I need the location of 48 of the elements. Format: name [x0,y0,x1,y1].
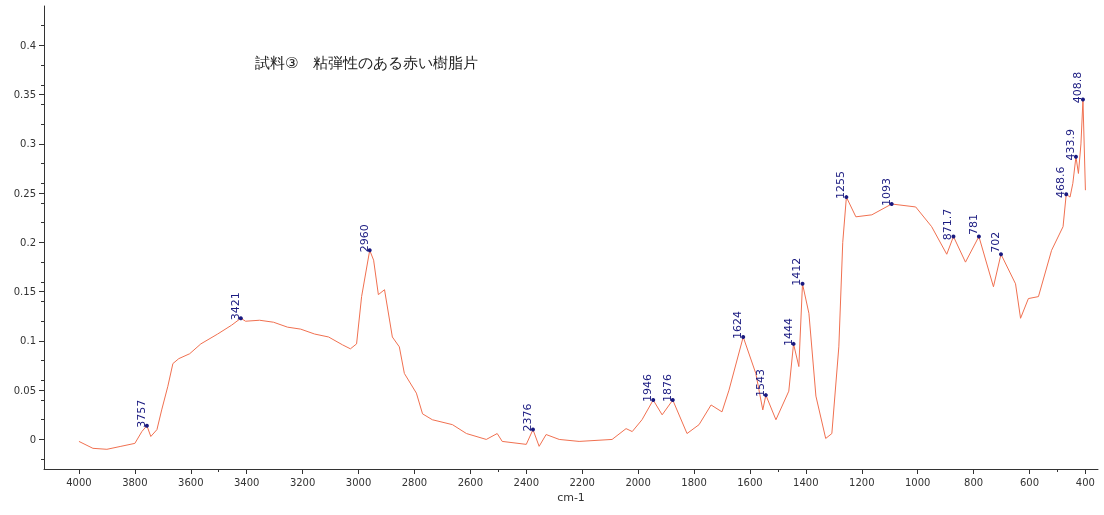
x-tick-label: 2400 [513,476,539,488]
annotation: 1093 [879,178,893,207]
annotation: 2960 [357,224,371,253]
x-tick-label: 800 [964,476,984,488]
x-tick-label: 3200 [289,476,316,488]
x-axis-title: cm-1 [557,490,585,504]
x-tick-label: 1000 [904,476,931,488]
y-tick-label: 0.15 [13,286,36,298]
x-tick-label: 1200 [849,476,875,488]
x-tick-label: 3600 [178,476,204,488]
x-tick-label: 2200 [569,476,595,488]
annotation: 433.9 [1063,128,1077,161]
annotation: 1412 [790,257,804,286]
y-tick-label: 0.05 [13,384,36,396]
x-tick-label: 600 [1019,476,1040,488]
annotation: 468.6 [1054,166,1068,198]
y-tick-label: 0.25 [13,187,36,199]
text: 試料③ 粘弾性のある赤い樹脂片 [255,53,479,72]
annotation: 871.7 [941,208,955,241]
annotation: 1946 [641,374,655,403]
x-tick-label: 1800 [681,476,707,488]
y-tick-label: 0.35 [13,89,36,101]
annotation: 1624 [731,311,745,339]
x-tick-label: 2600 [457,476,484,488]
y-tick-label: 0.3 [20,138,36,150]
x-tick-label: 4000 [66,476,92,488]
annotation: 1255 [834,171,848,200]
y-tick-label: 0 [29,433,36,445]
annotation: 1876 [660,374,674,403]
annotation: 2376 [520,403,534,432]
x-tick-label: 3800 [122,476,148,488]
annotation: 408.8 [1070,71,1084,104]
x-tick-label: 3400 [233,476,260,488]
y-tick-label: 0.1 [20,335,36,347]
y-tick-label: 0.4 [20,39,36,51]
y-tick-label: 0.2 [20,236,36,248]
annotation: 3757 [134,399,148,428]
annotation: 1444 [781,317,795,346]
x-tick-label: 3000 [345,476,372,488]
annotation: 781 [966,214,980,236]
x-tick-label: 1600 [737,476,763,488]
annotation: 1543 [753,369,767,398]
x-tick-label: 400 [1075,476,1095,488]
x-tick-label: 2000 [625,476,651,488]
annotation: 3421 [228,292,242,321]
x-tick-label: 1400 [793,476,819,488]
x-tick-label: 2800 [401,476,428,488]
annotation: 702 [988,231,1002,253]
